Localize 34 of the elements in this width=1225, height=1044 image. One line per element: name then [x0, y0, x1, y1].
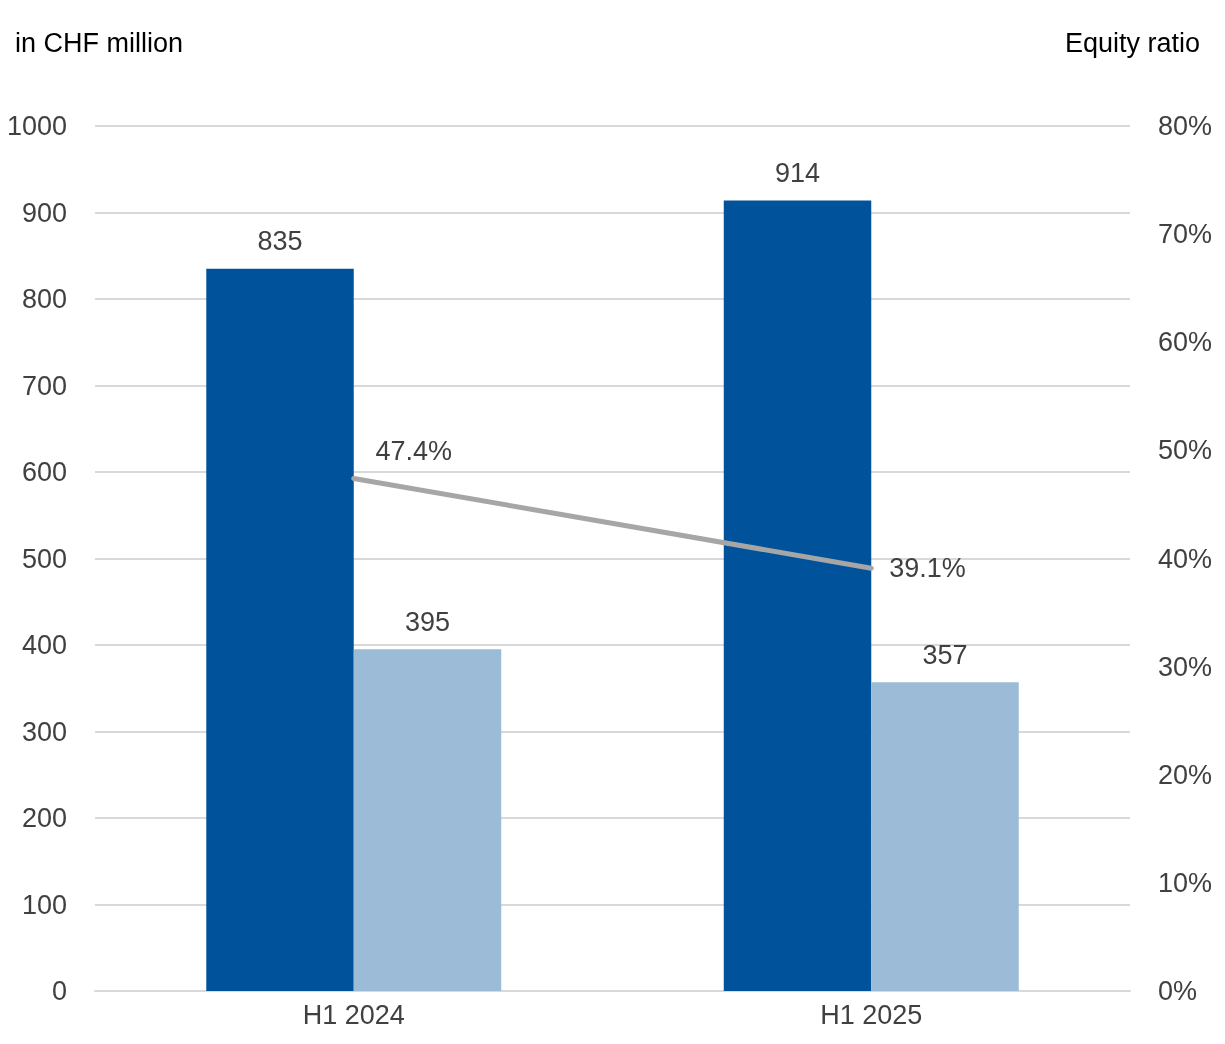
- data-label: 395: [404, 606, 451, 637]
- y2-tick-label: 80%: [1158, 111, 1213, 141]
- y-tick-label: 300: [21, 716, 67, 747]
- y2-tick-label: 40%: [1158, 543, 1213, 574]
- data-label: 39.1%: [889, 553, 966, 584]
- y-tick-label: 700: [21, 370, 67, 401]
- y-tick-label: 1000: [6, 111, 67, 141]
- y-tick-label: 400: [21, 630, 67, 660]
- y-tick-label: 0: [51, 976, 67, 1006]
- y2-tick-label: 60%: [1158, 327, 1213, 358]
- y2-tick-label: 10%: [1158, 867, 1213, 898]
- y2-tick-label: 20%: [1158, 759, 1213, 790]
- bar: [353, 649, 502, 991]
- y-tick-label: 600: [21, 457, 67, 487]
- bar: [723, 200, 872, 991]
- data-label: 47.4%: [375, 435, 453, 466]
- y2-tick-label: 50%: [1158, 435, 1213, 466]
- data-label: 357: [922, 639, 968, 670]
- data-label: 835: [257, 226, 303, 257]
- y-tick-label: 800: [21, 284, 67, 314]
- x-tick-label: H1 2025: [820, 999, 923, 1030]
- y-tick-label: 200: [21, 803, 67, 833]
- data-label: 914: [774, 157, 821, 188]
- bar: [206, 268, 354, 991]
- y-axis-title: in CHF million: [15, 27, 184, 58]
- y2-tick-label: 30%: [1158, 651, 1213, 682]
- y-tick-label: 100: [21, 889, 67, 920]
- bar: [871, 682, 1019, 991]
- y2-axis-title: Equity ratio: [1064, 27, 1200, 58]
- x-tick-label: H1 2024: [302, 999, 405, 1030]
- y2-tick-label: 0%: [1158, 976, 1198, 1006]
- y-tick-label: 500: [21, 543, 67, 574]
- y-tick-label: 900: [21, 197, 67, 228]
- y2-tick-label: 70%: [1158, 219, 1213, 250]
